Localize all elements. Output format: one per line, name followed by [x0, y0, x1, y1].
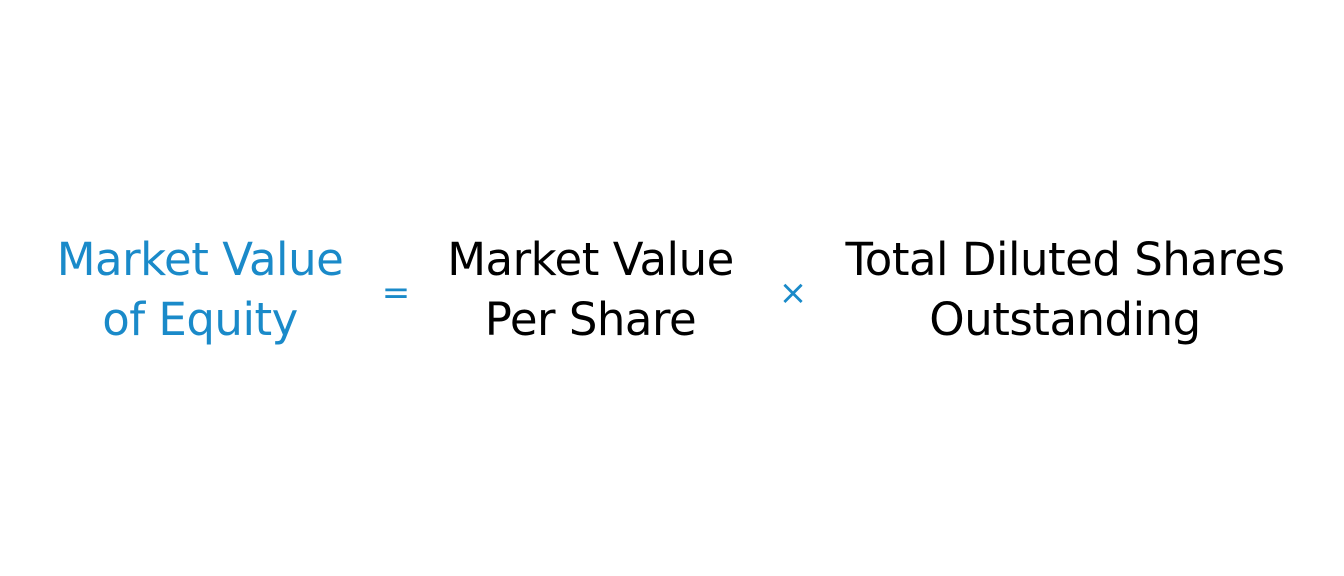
- equals-operator: =: [381, 273, 411, 313]
- result-term-line-1: Market Value: [56, 233, 344, 286]
- term-b-line-2: Outstanding: [929, 293, 1201, 346]
- term-a-line-2: Per Share: [484, 293, 697, 346]
- term-a-line-1: Market Value: [447, 233, 734, 286]
- multiply-operator: ×: [778, 273, 808, 313]
- market-value-per-share-term: Market Value Per Share: [418, 230, 763, 350]
- result-term-line-2: of Equity: [102, 293, 298, 346]
- term-b-line-1: Total Diluted Shares: [845, 233, 1285, 286]
- total-diluted-shares-term: Total Diluted Shares Outstanding: [825, 230, 1305, 350]
- result-term: Market Value of Equity: [30, 230, 370, 350]
